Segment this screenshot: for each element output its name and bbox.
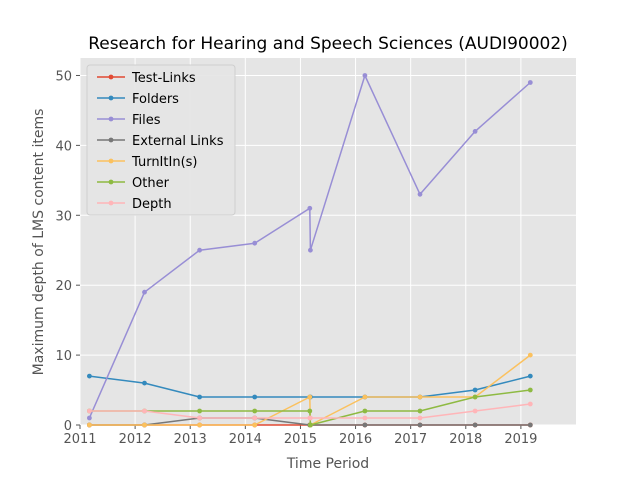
legend-swatch-marker bbox=[108, 74, 114, 80]
data-point bbox=[87, 408, 92, 414]
data-point bbox=[417, 191, 423, 197]
y-tick-label: 20 bbox=[55, 279, 72, 294]
data-point bbox=[527, 401, 533, 407]
data-point bbox=[142, 380, 147, 386]
legend-swatch-marker bbox=[108, 116, 114, 122]
legend-box bbox=[86, 64, 236, 216]
legend-swatch-marker bbox=[108, 179, 114, 185]
data-point bbox=[142, 422, 147, 428]
y-tick-label: 10 bbox=[55, 349, 72, 364]
x-tick-label: 2017 bbox=[394, 432, 427, 447]
data-point bbox=[87, 422, 92, 428]
x-tick-label: 2011 bbox=[63, 432, 96, 447]
data-point bbox=[142, 408, 147, 414]
legend-swatch-marker bbox=[108, 95, 114, 101]
legend-label: Folders bbox=[132, 92, 179, 107]
data-point bbox=[417, 408, 423, 414]
data-point bbox=[308, 422, 313, 428]
y-axis-label: Maximum depth of LMS content items bbox=[31, 109, 47, 376]
legend-label: External Links bbox=[132, 134, 224, 149]
data-point bbox=[472, 422, 478, 428]
data-point bbox=[472, 129, 478, 134]
data-point bbox=[527, 387, 533, 393]
x-tick-label: 2014 bbox=[229, 432, 262, 447]
data-point bbox=[252, 240, 258, 246]
legend-item: Folders bbox=[97, 92, 179, 107]
data-point bbox=[252, 422, 258, 428]
data-point bbox=[252, 394, 258, 400]
legend-swatch-marker bbox=[108, 158, 114, 164]
data-point bbox=[308, 247, 313, 253]
data-point bbox=[197, 394, 203, 400]
legend-label: Test-Links bbox=[131, 71, 196, 86]
legend-swatch-marker bbox=[108, 137, 114, 143]
legend-item: Other bbox=[97, 176, 170, 191]
data-point bbox=[472, 408, 478, 414]
data-point bbox=[362, 422, 368, 428]
x-tick-label: 2019 bbox=[504, 432, 537, 447]
x-tick-label: 2013 bbox=[174, 432, 207, 447]
series-layer bbox=[87, 73, 533, 428]
legend-label: Depth bbox=[132, 197, 172, 212]
legend: Test-Links Folders Files External Links Turn… bbox=[86, 64, 236, 216]
data-point bbox=[252, 408, 258, 414]
data-point bbox=[362, 408, 368, 414]
data-point bbox=[307, 408, 313, 414]
data-point bbox=[417, 422, 423, 428]
x-tick-label: 2015 bbox=[284, 432, 317, 447]
x-tick-label: 2016 bbox=[339, 432, 372, 447]
legend-item: Depth bbox=[97, 197, 172, 212]
data-point bbox=[87, 415, 92, 421]
data-point bbox=[362, 394, 368, 400]
data-point bbox=[307, 394, 313, 400]
data-point bbox=[252, 415, 258, 421]
chart-title: Research for Hearing and Speech Sciences… bbox=[88, 34, 568, 54]
series-depth bbox=[87, 401, 533, 421]
data-point bbox=[417, 394, 423, 400]
legend-label: TurnItIn(s) bbox=[131, 155, 197, 170]
data-point bbox=[527, 352, 533, 358]
y-tick-label: 30 bbox=[55, 209, 72, 224]
legend-item: Test-Links bbox=[97, 71, 196, 86]
data-point bbox=[527, 373, 533, 379]
data-point bbox=[197, 247, 203, 253]
x-axis-label: Time Period bbox=[286, 456, 369, 472]
data-point bbox=[472, 394, 478, 400]
legend-label: Files bbox=[132, 113, 161, 128]
data-point bbox=[362, 415, 368, 421]
legend-label: Other bbox=[132, 176, 170, 191]
x-tick-label: 2018 bbox=[449, 432, 482, 447]
series-files bbox=[87, 73, 533, 421]
legend-swatch-marker bbox=[108, 200, 114, 206]
data-point bbox=[87, 373, 92, 379]
series-line bbox=[88, 74, 531, 419]
y-tick-label: 40 bbox=[55, 139, 72, 154]
y-tick-label: 50 bbox=[55, 69, 72, 84]
data-point bbox=[142, 289, 147, 295]
data-point bbox=[472, 387, 478, 393]
data-point bbox=[417, 415, 423, 421]
x-tick-label: 2012 bbox=[119, 432, 152, 447]
y-tick-label: 0 bbox=[64, 419, 72, 434]
data-point bbox=[197, 415, 203, 421]
legend-item: External Links bbox=[97, 134, 224, 149]
data-point bbox=[308, 415, 313, 421]
data-point bbox=[197, 422, 203, 428]
legend-item: Files bbox=[97, 113, 161, 128]
data-point bbox=[527, 80, 533, 85]
data-point bbox=[527, 422, 533, 428]
data-point bbox=[197, 408, 203, 414]
data-point bbox=[362, 73, 368, 78]
axes: 2011 2012 2013 2014 2015 2016 2017 2018 2019 0 10 2… bbox=[55, 69, 537, 447]
legend-item: TurnItIn(s) bbox=[97, 155, 197, 170]
data-point bbox=[307, 205, 313, 211]
